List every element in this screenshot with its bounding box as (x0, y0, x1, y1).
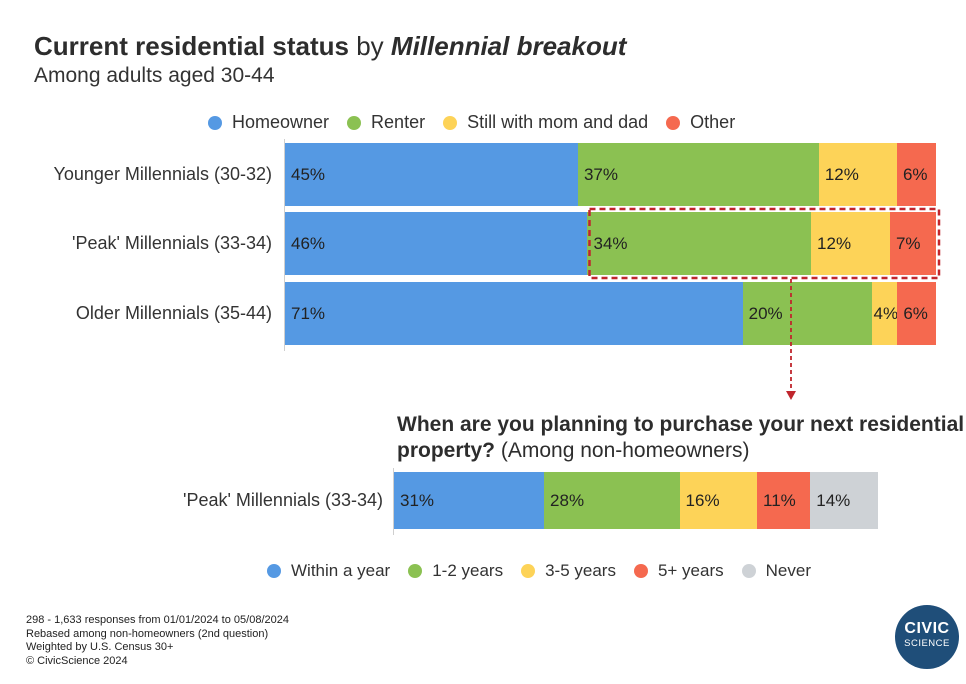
stacked-bar: 31% 28% 16% 11% 14% (394, 472, 879, 529)
status-legend-item: Renter (347, 112, 425, 133)
data-label: 12% (824, 164, 859, 184)
data-label: 11% (763, 490, 796, 510)
timing-legend-item: Within a year (267, 561, 390, 581)
data-label: 16% (685, 490, 720, 510)
bar-segment: 45% (285, 143, 579, 206)
civicscience-logo: CIVIC SCIENCE (895, 605, 959, 669)
footnote-rebased: Rebased among non-homeowners (2nd questi… (26, 627, 269, 640)
data-label: 45% (291, 164, 326, 184)
legend-swatch (443, 115, 458, 130)
data-label: 46% (291, 233, 326, 253)
logo-line-2: SCIENCE (904, 638, 950, 649)
legend-label: 3-5 years (545, 561, 616, 580)
timing-legend-item: 1-2 years (408, 561, 503, 581)
logo-line-1: CIVIC (904, 620, 950, 637)
legend-swatch (741, 564, 756, 578)
stacked-bar: 71% 20% 4% 6% (285, 282, 937, 345)
legend-swatch (208, 115, 222, 130)
legend-residential-status: Homeowner Renter Still with mom and dad Oth… (208, 112, 753, 133)
bar-segment: 16% (679, 472, 758, 529)
legend-swatch (666, 115, 681, 130)
footnote-copyright: © CivicScience 2024 (26, 654, 128, 667)
legend-label: 5+ years (657, 561, 724, 580)
bar-segment: 6% (896, 143, 937, 206)
timing-legend-item: 3-5 years (521, 561, 616, 581)
legend-swatch (633, 564, 648, 578)
bar-segment: 12% (811, 212, 891, 275)
data-label: 20% (748, 303, 783, 323)
legend-label: 1-2 years (432, 561, 504, 580)
data-label: 34% (593, 233, 628, 253)
legend-swatch (347, 115, 362, 130)
row-label: 'Peak' Millennials (33-34) (72, 232, 272, 253)
legend-label: Homeowner (232, 112, 330, 132)
legend-purchase-timing: Within a year 1-2 years 3-5 years 5+ years N… (267, 561, 829, 581)
bar-segment: 71% (285, 282, 744, 345)
bar-segment: 7% (889, 212, 937, 275)
bar-segment: 37% (577, 143, 820, 206)
data-label: 71% (291, 303, 326, 323)
data-label: 14% (816, 490, 851, 510)
data-label: 31% (400, 490, 435, 510)
bar-segment: 14% (810, 472, 879, 529)
bar-segment: 31% (394, 472, 545, 529)
data-label: 6% (902, 164, 928, 184)
highlight-box (588, 207, 941, 280)
row-label: 'Peak' Millennials (33-34) (183, 489, 383, 510)
legend-label: Renter (371, 112, 426, 132)
data-label: 28% (550, 490, 585, 510)
bar-segment: 28% (544, 472, 681, 529)
timing-legend-item: 5+ years (633, 561, 724, 581)
bar-segment: 4% (871, 282, 898, 345)
footnotes: 298 - 1,633 responses from 01/01/2024 to… (26, 614, 289, 668)
timing-legend-item: Never (741, 561, 811, 581)
footnote-weighting: Weighted by U.S. Census 30+ (26, 641, 174, 653)
data-label: 12% (817, 233, 852, 253)
legend-label: Still with mom and dad (467, 112, 649, 132)
status-legend-item: Homeowner (208, 112, 329, 133)
question-2-title: When are you planning to purchase your n… (397, 413, 965, 462)
data-label: 6% (903, 303, 928, 323)
chart-title: Current residential status by Millennial… (34, 31, 627, 61)
data-label: 7% (895, 233, 921, 253)
category-axis-line (393, 468, 394, 535)
chart-subtitle: Among adults aged 30-44 (34, 64, 275, 87)
legend-swatch (267, 564, 281, 578)
legend-label: Other (690, 112, 736, 132)
bar-segment: 20% (742, 282, 873, 345)
bar-segment: 12% (818, 143, 898, 206)
bar-segment: 6% (897, 282, 937, 345)
legend-swatch (521, 564, 536, 578)
data-label: 4% (873, 303, 898, 323)
row-label: Younger Millennials (30-32) (53, 163, 272, 184)
bar-segment: 46% (285, 212, 588, 275)
legend-label: Within a year (291, 561, 391, 580)
data-label: 37% (583, 164, 618, 184)
legend-swatch (408, 564, 423, 578)
legend-label: Never (765, 561, 811, 580)
stacked-bar: 46% 34% 12% 7% (285, 212, 937, 275)
stacked-bar: 45% 37% 12% 6% (285, 143, 937, 206)
highlight-arrow-head (786, 391, 796, 400)
bar-segment: 11% (757, 472, 811, 529)
status-legend-item: Other (666, 112, 735, 133)
status-legend-item: Still with mom and dad (443, 112, 648, 133)
bar-segment: 34% (587, 212, 812, 275)
row-label: Older Millennials (35-44) (75, 302, 272, 323)
category-axis-line (284, 139, 285, 351)
footnote-responses: 298 - 1,633 responses from 01/01/2024 to… (26, 614, 289, 626)
